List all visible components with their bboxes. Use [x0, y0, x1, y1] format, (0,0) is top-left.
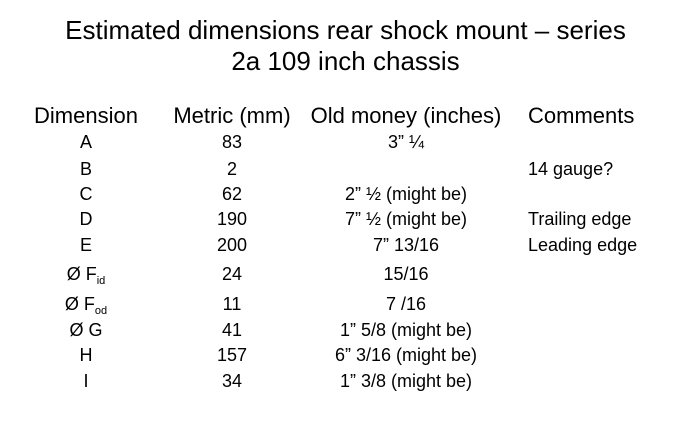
cell: 15/16 [383, 264, 429, 284]
title-line: Estimated dimensions rear shock mount – … [65, 15, 626, 45]
cell: Ø Fod [0, 295, 236, 317]
header-cell: Dimension [34, 103, 138, 128]
subscript: od [94, 305, 108, 317]
cell: Trailing edge [528, 209, 632, 229]
cell: 41 [221, 320, 243, 340]
cell: C [79, 184, 93, 204]
cell-text: Ø F [66, 264, 97, 284]
cell: 7 /16 [385, 294, 427, 314]
cell: 1” 3/8 (might be) [339, 371, 473, 391]
cell: E [79, 235, 92, 255]
cell: Leading edge [528, 235, 638, 255]
subscript: id [96, 275, 106, 287]
cell: 6” 3/16 (might be) [334, 345, 478, 365]
cell: 24 [221, 264, 243, 284]
cell: H [79, 345, 93, 365]
cell: Ø Fid [0, 265, 236, 287]
cell: 34 [221, 371, 243, 391]
title-line: 2a 109 inch chassis [231, 46, 460, 76]
cell: 2” ½ (might be) [344, 184, 468, 204]
cell: I [83, 371, 89, 391]
cell: 1” 5/8 (might be) [339, 320, 473, 340]
header-cell: Metric (mm) [173, 103, 291, 128]
cell: 11 [222, 294, 242, 314]
cell: A [79, 132, 92, 152]
cell: Ø G [69, 320, 103, 340]
cell: 14 gauge? [528, 159, 614, 179]
cell: 7” 13/16 [372, 235, 440, 255]
cell: 190 [216, 209, 248, 229]
header-cell: Comments [528, 103, 635, 128]
cell: 7” ½ (might be) [344, 209, 468, 229]
cell: 157 [216, 345, 248, 365]
cell: 3” ¼ [387, 132, 425, 152]
cell: 200 [216, 235, 248, 255]
cell: 2 [226, 159, 237, 179]
cell-text: Ø F [64, 294, 95, 314]
cell: D [79, 209, 93, 229]
cell: 83 [221, 132, 243, 152]
cell: 62 [221, 184, 243, 204]
cell: B [79, 159, 92, 179]
header-cell: Old money (inches) [310, 103, 502, 128]
